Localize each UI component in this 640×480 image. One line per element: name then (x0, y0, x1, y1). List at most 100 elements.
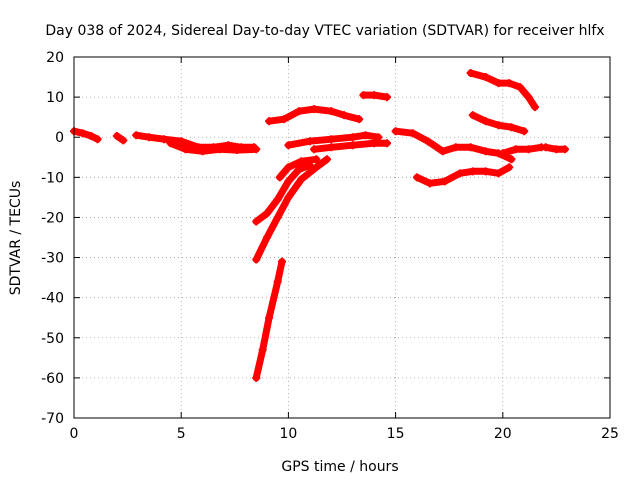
x-tick-label: 25 (601, 426, 619, 442)
data-point (524, 93, 533, 102)
data-point (370, 91, 379, 100)
data-point (423, 137, 432, 146)
y-tick-label: 20 (46, 50, 64, 66)
data-point (507, 123, 516, 132)
series-arc-1 (70, 127, 102, 143)
data-point (252, 255, 261, 264)
data-point (265, 313, 274, 322)
data-point (232, 146, 241, 155)
data-point (340, 111, 349, 120)
data-point (310, 105, 319, 114)
data-point (198, 147, 207, 156)
data-point (383, 139, 392, 148)
data-point (327, 143, 336, 152)
data-point (494, 169, 503, 178)
data-point (87, 132, 96, 141)
y-tick-label: -60 (41, 371, 64, 387)
series-arc-3 (132, 131, 258, 151)
data-point (280, 115, 289, 124)
data-point (252, 217, 261, 226)
data-point (520, 127, 529, 136)
x-tick-label: 20 (494, 426, 512, 442)
data-series (70, 69, 569, 382)
y-tick-label: -50 (41, 331, 64, 347)
data-point (112, 132, 121, 141)
y-tick-label: -30 (41, 251, 64, 267)
data-point (455, 169, 464, 178)
data-point (215, 145, 224, 154)
data-point (515, 83, 524, 92)
data-point (425, 179, 434, 188)
data-point (305, 137, 314, 146)
data-point (498, 149, 507, 158)
data-point (391, 127, 400, 136)
data-point (327, 135, 336, 144)
data-point (277, 257, 286, 266)
data-point (560, 145, 569, 154)
x-tick-label: 15 (387, 426, 405, 442)
data-point (481, 167, 490, 176)
x-tick-label: 10 (279, 426, 297, 442)
data-point (273, 277, 282, 286)
series-arc-8 (276, 155, 320, 181)
data-point (370, 139, 379, 148)
data-point (93, 135, 102, 144)
data-point (132, 131, 141, 140)
data-point (297, 157, 306, 166)
data-point (284, 163, 293, 172)
data-point (468, 111, 477, 120)
data-point (265, 117, 274, 126)
data-point (295, 165, 304, 174)
data-point (310, 145, 319, 154)
y-tick-label: 0 (55, 130, 64, 146)
data-point (524, 145, 533, 154)
y-tick-label: 10 (46, 90, 64, 106)
data-point (262, 209, 271, 218)
plot-frame (73, 56, 611, 419)
data-point (258, 345, 267, 354)
data-point (440, 177, 449, 186)
data-point (494, 121, 503, 130)
y-tick-label: -20 (41, 210, 64, 226)
chart-title: Day 038 of 2024, Sidereal Day-to-day VTE… (45, 23, 604, 39)
data-point (481, 73, 490, 82)
data-point (355, 115, 364, 124)
data-point (252, 145, 261, 154)
data-point (284, 141, 293, 150)
data-point (408, 129, 417, 138)
data-point (252, 373, 261, 382)
data-point (327, 107, 336, 116)
data-point (312, 163, 321, 172)
data-point (541, 143, 550, 152)
data-point (166, 139, 175, 148)
data-point (295, 107, 304, 116)
data-point (552, 145, 561, 154)
data-point (145, 133, 154, 142)
data-point (361, 131, 370, 140)
data-point (505, 163, 514, 172)
data-point (160, 135, 169, 144)
data-point (481, 117, 490, 126)
data-point (438, 147, 447, 156)
data-point (284, 177, 293, 186)
data-point (181, 145, 190, 154)
data-point (348, 133, 357, 142)
data-point (297, 175, 306, 184)
data-point (348, 141, 357, 150)
data-point (273, 213, 282, 222)
y-tick-label: -10 (41, 170, 64, 186)
axis-ticks: 0 5 10 15 20 25 20 10 0 -10 -20 -30 -40 -50 -60 -70 (41, 50, 619, 442)
data-point (505, 79, 514, 88)
y-tick-label: -70 (41, 411, 64, 427)
data-point (468, 167, 477, 176)
data-point (494, 79, 503, 88)
data-point (359, 91, 368, 100)
data-point (284, 193, 293, 202)
x-axis-label: GPS time / hours (281, 459, 398, 475)
data-point (262, 233, 271, 242)
x-tick-label: 0 (70, 426, 79, 442)
x-tick-label: 5 (177, 426, 186, 442)
data-point (451, 143, 460, 152)
data-point (511, 145, 520, 154)
